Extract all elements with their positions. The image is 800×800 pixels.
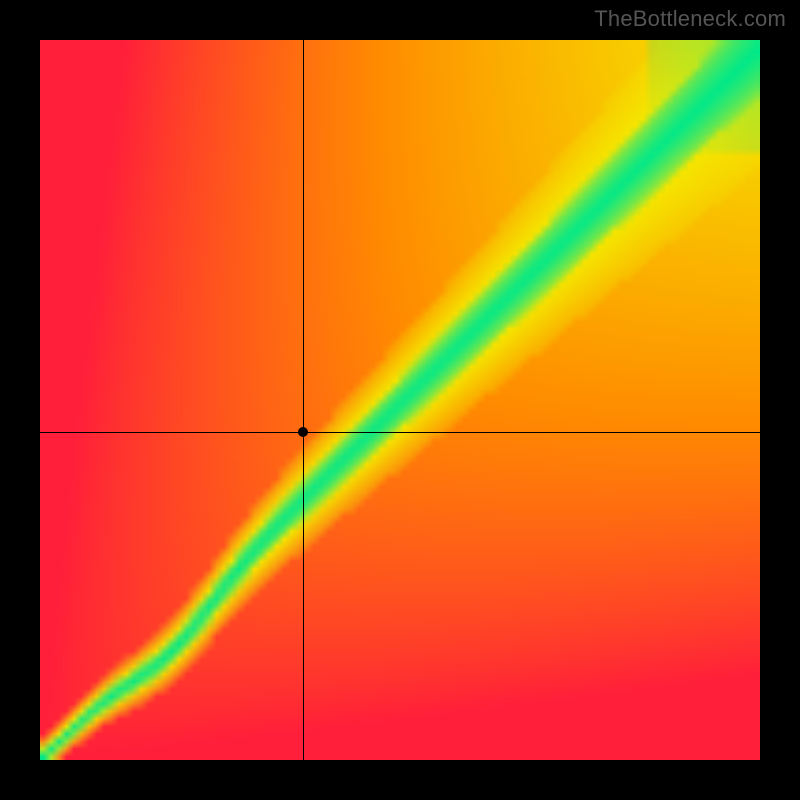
chart-frame: TheBottleneck.com: [0, 0, 800, 800]
crosshair-marker: [298, 427, 308, 437]
plot-area: [40, 40, 760, 760]
crosshair-horizontal: [40, 432, 760, 433]
watermark: TheBottleneck.com: [594, 6, 786, 32]
heatmap-canvas: [40, 40, 760, 760]
crosshair-vertical: [303, 40, 304, 760]
